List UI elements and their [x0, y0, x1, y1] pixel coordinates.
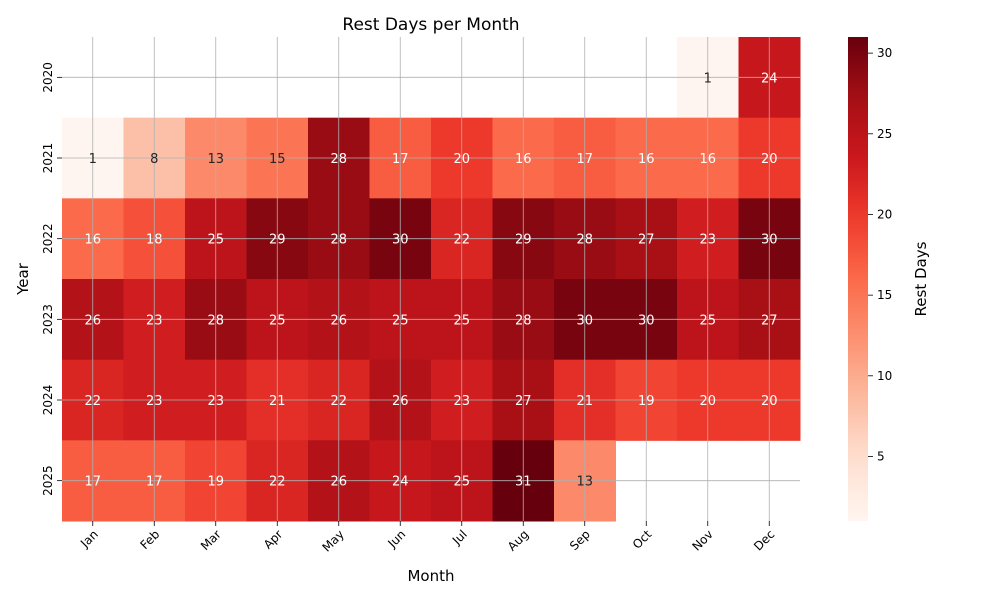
- cell-value-label: 25: [392, 313, 409, 328]
- cell-value-label: 25: [453, 475, 470, 490]
- cell-value-label: 29: [269, 233, 286, 248]
- cell-value-label: 28: [330, 233, 347, 248]
- cell-value-label: 27: [638, 233, 655, 248]
- x-tick-label: Jan: [77, 527, 101, 551]
- cell-value-label: 21: [269, 394, 286, 409]
- colorbar-ticks: 5 10 15 20 25 30: [868, 46, 892, 463]
- x-tick-label: Aug: [505, 527, 531, 553]
- cell-value-label: 23: [699, 233, 716, 248]
- x-tick-label: May: [319, 527, 346, 554]
- cell-value-label: 20: [453, 152, 470, 167]
- y-tick-label: 2022: [41, 223, 55, 254]
- chart-title: Rest Days per Month: [342, 15, 519, 35]
- cell-value-label: 17: [84, 475, 101, 490]
- cell-value-label: 17: [576, 152, 593, 167]
- cell-value-label: 27: [515, 394, 532, 409]
- cell-value-label: 26: [84, 313, 101, 328]
- colorbar: [848, 37, 868, 521]
- y-tick-label: 2023: [41, 304, 55, 335]
- x-tick-label: Jul: [449, 527, 470, 548]
- cell-value-label: 17: [392, 152, 409, 167]
- cell-value-label: 29: [515, 233, 532, 248]
- cell-value-label: 28: [576, 233, 593, 248]
- colorbar-tick-label: 25: [877, 127, 892, 141]
- cell-value-label: 26: [330, 475, 347, 490]
- cell-value-label: 23: [453, 394, 470, 409]
- cell-value-label: 25: [699, 313, 716, 328]
- x-tick-label: Sep: [567, 527, 593, 553]
- x-axis-ticks: Jan Feb Mar Apr May Jun Jul Aug Sep Oct Nov Dec: [77, 521, 777, 555]
- x-tick-label: Jun: [385, 527, 409, 551]
- x-tick-label: Oct: [630, 527, 655, 552]
- cell-value-label: 18: [146, 233, 163, 248]
- cell-value-label: 24: [761, 71, 778, 86]
- cell-value-label: 30: [638, 313, 655, 328]
- cell-value-label: 25: [269, 313, 286, 328]
- x-axis-label: Month: [407, 567, 454, 585]
- cell-value-label: 26: [330, 313, 347, 328]
- cell-value-label: 19: [207, 475, 224, 490]
- y-tick-label: 2024: [41, 385, 55, 416]
- x-tick-label: Feb: [137, 527, 162, 552]
- cell-value-label: 28: [207, 313, 224, 328]
- colorbar-tick-label: 20: [877, 207, 892, 221]
- cell-value-label: 22: [84, 394, 101, 409]
- cell-value-label: 24: [392, 475, 409, 490]
- cell-value-label: 25: [453, 313, 470, 328]
- grid-lines: [62, 37, 800, 521]
- cell-value-label: 19: [638, 394, 655, 409]
- colorbar-tick-label: 30: [877, 46, 892, 60]
- cell-value-label: 27: [761, 313, 778, 328]
- cell-value-label: 30: [576, 313, 593, 328]
- cell-value-label: 26: [392, 394, 409, 409]
- cell-value-label: 16: [515, 152, 532, 167]
- cell-value-label: 31: [515, 475, 532, 490]
- cell-value-label: 13: [207, 152, 224, 167]
- cell-value-label: 23: [146, 394, 163, 409]
- cell-value-label: 21: [576, 394, 593, 409]
- cell-value-label: 23: [207, 394, 224, 409]
- cell-value-label: 17: [146, 475, 163, 490]
- colorbar-tick-label: 5: [877, 449, 885, 463]
- colorbar-tick-label: 15: [877, 288, 892, 302]
- y-tick-label: 2020: [41, 62, 55, 93]
- colorbar-tick-label: 10: [877, 369, 892, 383]
- cell-value-label: 20: [761, 394, 778, 409]
- y-tick-label: 2025: [41, 465, 55, 496]
- cell-value-label: 16: [84, 233, 101, 248]
- cell-value-label: 30: [761, 233, 778, 248]
- cell-value-label: 30: [392, 233, 409, 248]
- cell-value-label: 22: [453, 233, 470, 248]
- cell-value-label: 22: [269, 475, 286, 490]
- y-axis-ticks: 2020 2021 2022 2023 2024 2025: [41, 62, 62, 496]
- colorbar-label: Rest Days: [912, 241, 930, 316]
- cell-value-label: 8: [150, 152, 158, 167]
- x-tick-label: Mar: [198, 527, 224, 553]
- cell-value-label: 28: [515, 313, 532, 328]
- cell-value-label: 13: [576, 475, 593, 490]
- cell-value-label: 20: [699, 394, 716, 409]
- y-tick-label: 2021: [41, 143, 55, 174]
- cell-value-label: 23: [146, 313, 163, 328]
- cell-value-label: 1: [704, 71, 712, 86]
- cell-value-label: 16: [699, 152, 716, 167]
- cell-value-label: 25: [207, 233, 224, 248]
- x-tick-label: Dec: [751, 527, 777, 553]
- cell-value-label: 20: [761, 152, 778, 167]
- cell-value-label: 22: [330, 394, 347, 409]
- x-tick-label: Nov: [689, 527, 715, 553]
- cell-value-label: 28: [330, 152, 347, 167]
- cell-value-label: 1: [89, 152, 97, 167]
- cell-value-label: 15: [269, 152, 286, 167]
- y-axis-label: Year: [14, 262, 32, 296]
- cell-value-label: 16: [638, 152, 655, 167]
- heatmap-cells: [62, 37, 801, 522]
- x-tick-label: Apr: [261, 527, 286, 552]
